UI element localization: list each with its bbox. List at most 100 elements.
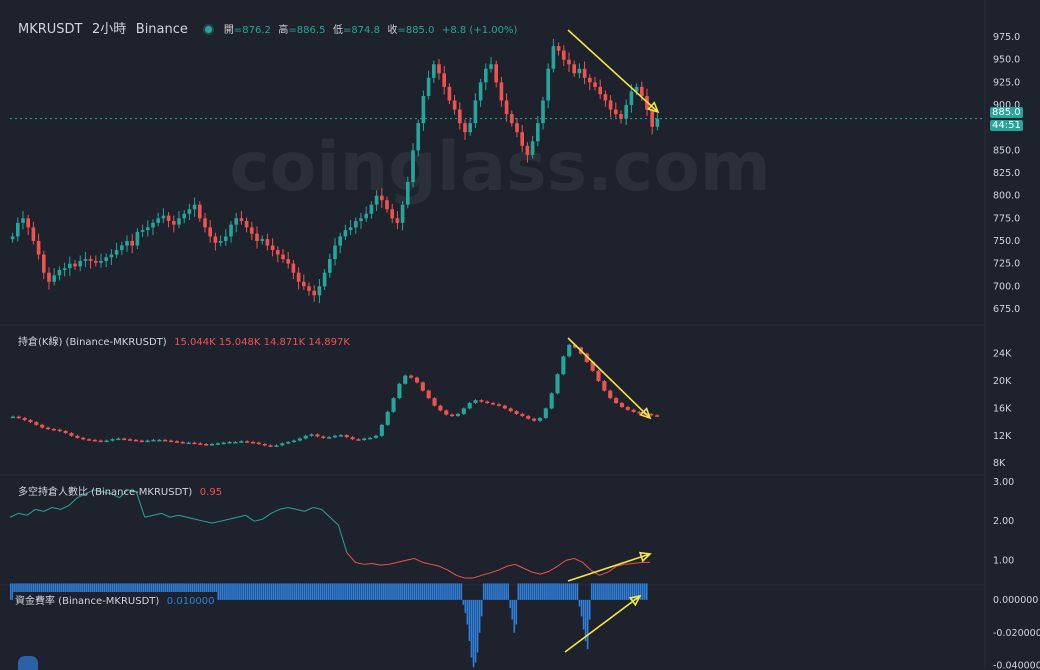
funding-bar (564, 583, 567, 600)
oi-candle (239, 441, 244, 443)
funding-bar (501, 583, 503, 600)
oi-candle (22, 418, 27, 421)
ls-ratio-segment (9, 512, 19, 518)
funding-bar (623, 583, 626, 600)
ls-ratio-segment (279, 506, 289, 510)
price-candle (286, 259, 291, 264)
funding-bar (380, 583, 383, 600)
funding-bar (236, 583, 238, 600)
funding-bar (224, 583, 226, 600)
funding-bar (533, 583, 536, 600)
funding-bar (637, 583, 640, 600)
funding-bar (315, 583, 318, 600)
ls-ratio-segment (169, 514, 179, 518)
funding-bar (368, 583, 371, 600)
funding-bar (62, 583, 65, 600)
funding-bar (277, 583, 279, 600)
funding-bar (572, 583, 575, 600)
funding-bar (444, 583, 446, 600)
oi-candle (274, 445, 279, 447)
ls-ratio-segment (489, 569, 499, 574)
funding-bar (421, 583, 424, 600)
price-candle (114, 250, 119, 255)
price-candle (624, 105, 629, 119)
open-label: 開 (223, 25, 234, 36)
funding-bar (101, 583, 104, 600)
y-tick-label: 0.000000 (993, 595, 1038, 606)
funding-bar (297, 583, 300, 600)
funding-bar (472, 599, 475, 668)
price-candle (291, 263, 296, 273)
price-candle (213, 236, 218, 243)
funding-bar (597, 583, 599, 600)
oi-candle (28, 420, 33, 423)
oi-candle (549, 393, 554, 409)
price-candle (36, 240, 41, 255)
oi-candle (455, 413, 461, 416)
funding-bar (164, 583, 167, 600)
price-candle (15, 222, 20, 237)
price-candle (47, 272, 51, 282)
funding-bar (570, 583, 573, 600)
funding-bar (175, 583, 177, 600)
funding-bar (584, 599, 587, 642)
funding-bar (456, 583, 459, 600)
ls-ratio-segment (557, 559, 567, 567)
oi-candle (69, 433, 74, 436)
funding-bar (405, 583, 408, 600)
funding-bar (346, 583, 348, 600)
funding-bar (32, 583, 35, 600)
exchange-label: Binance (135, 22, 188, 37)
funding-bar (605, 583, 607, 600)
oi-candle (573, 344, 578, 348)
funding-bar (364, 583, 367, 600)
funding-bar (546, 583, 548, 600)
oi-candle (57, 429, 62, 432)
ls-ratio-segment (245, 514, 255, 522)
price-candle (535, 123, 540, 142)
ls-ratio-segment (548, 565, 558, 572)
ls-ratio-segment (456, 574, 465, 579)
price-candle (447, 86, 452, 101)
funding-bar (293, 583, 295, 600)
funding-bar (177, 583, 179, 600)
price-candle (171, 221, 176, 225)
funding-bar (503, 583, 505, 600)
oi-candle (444, 410, 449, 415)
funding-bar (95, 583, 98, 600)
funding-bar (525, 583, 528, 600)
oi-candle (461, 408, 466, 414)
logo-icon[interactable] (18, 656, 38, 670)
oi-candle (75, 435, 80, 438)
ls-ratio-segment (388, 561, 398, 565)
funding-bar (566, 583, 569, 600)
funding-bar (446, 583, 448, 600)
funding-bar (140, 583, 143, 600)
price-candle (587, 77, 592, 83)
funding-bar (523, 583, 526, 600)
price-candle (239, 218, 244, 222)
funding-bar (643, 583, 646, 600)
funding-bar (248, 583, 251, 600)
funding-bar (38, 583, 41, 600)
ls-ratio-segment (296, 508, 305, 512)
high-label: 高 (278, 25, 289, 36)
funding-bar (336, 583, 338, 600)
price-candle (260, 239, 265, 241)
oi-candle (204, 444, 209, 446)
price-candle (296, 272, 301, 282)
funding-bar (56, 583, 59, 600)
funding-bar (433, 583, 436, 600)
ls-ratio-segment (211, 520, 221, 524)
last-price-tag: 885.0 (990, 107, 1023, 118)
y-tick-label: 700.0 (993, 281, 1020, 292)
funding-bar (395, 583, 397, 600)
funding-bar (238, 583, 240, 600)
funding-bar (89, 583, 92, 600)
oi-candle (198, 443, 203, 445)
price-candle (145, 227, 150, 231)
oi-candle (362, 438, 367, 441)
funding-bar (305, 583, 308, 600)
